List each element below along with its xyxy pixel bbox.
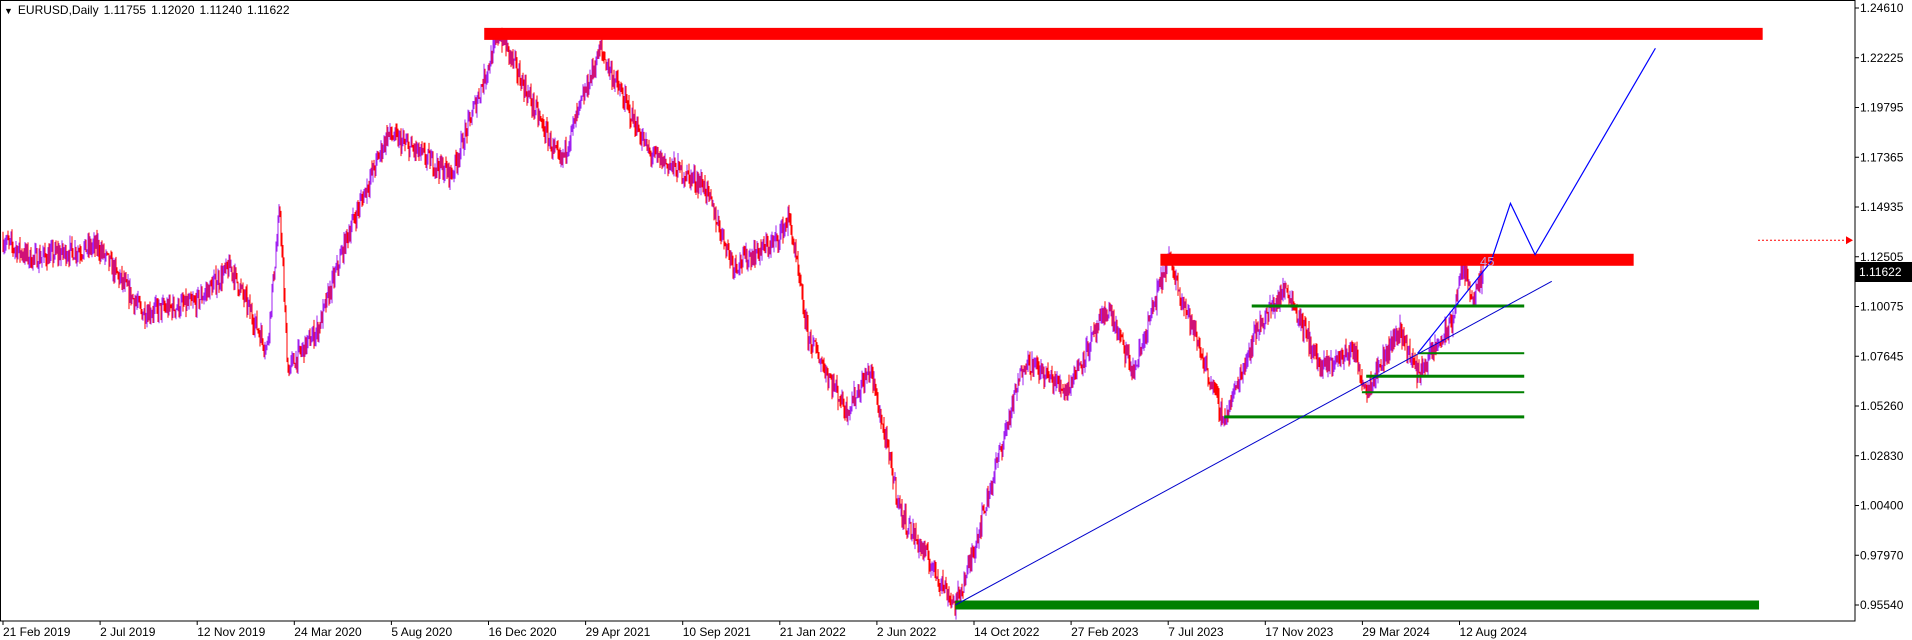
open-value: 1.11755 (103, 3, 147, 17)
x-tick-label: 21 Feb 2019 (3, 625, 71, 639)
support-level-4 (1366, 374, 1525, 378)
x-tick-label: 21 Jan 2022 (780, 625, 846, 639)
x-tick-label: 12 Nov 2019 (197, 625, 265, 639)
y-tick-label: 0.95540 (1860, 598, 1904, 612)
plot-frame (0, 0, 1856, 622)
chart-header: ▼ EURUSD,Daily 1.11755 1.12020 1.11240 1.1162… (4, 3, 295, 17)
x-tick-label: 5 Aug 2020 (391, 625, 452, 639)
x-tick-label: 24 Mar 2020 (294, 625, 362, 639)
x-tick-label: 29 Apr 2021 (586, 625, 651, 639)
y-tick-label: 0.97970 (1860, 548, 1904, 562)
x-tick-label: 12 Aug 2024 (1460, 625, 1528, 639)
support-level-6 (1224, 415, 1525, 419)
y-tick-label: 1.14935 (1860, 200, 1904, 214)
current-price-badge: 1.11622 (1855, 262, 1912, 282)
price-bars (2, 27, 1484, 620)
y-tick-label: 1.19795 (1860, 101, 1904, 115)
y-tick-label: 1.17365 (1860, 150, 1904, 164)
x-tick-label: 29 Mar 2024 (1362, 625, 1430, 639)
x-tick-label: 14 Oct 2022 (974, 625, 1040, 639)
x-tick-label: 10 Sep 2021 (683, 625, 751, 639)
x-tick-label: 2 Jun 2022 (877, 625, 937, 639)
current-price-arrow-icon (1846, 236, 1853, 245)
triangle-down-icon[interactable]: ▼ (4, 6, 13, 16)
x-tick-label: 17 Nov 2023 (1265, 625, 1333, 639)
wedge-label: 45 (1480, 254, 1494, 269)
ascending-trendline (955, 280, 1553, 606)
x-tick-label: 7 Jul 2023 (1168, 625, 1224, 639)
y-tick-label: 1.10075 (1860, 300, 1904, 314)
x-tick-label: 2 Jul 2019 (100, 625, 156, 639)
resistance-level-1 (484, 27, 1763, 40)
y-tick-label: 1.22225 (1860, 51, 1904, 65)
y-tick-label: 1.24610 (1860, 1, 1904, 15)
y-tick-label: 1.12505 (1860, 250, 1904, 264)
support-level-3 (1417, 352, 1525, 355)
y-tick-label: 1.07645 (1860, 349, 1904, 363)
resistance-level-2 (1160, 253, 1634, 266)
symbol-label: EURUSD,Daily (17, 3, 99, 17)
x-tick-label: 16 Dec 2020 (489, 625, 557, 639)
y-tick-label: 1.02830 (1860, 449, 1904, 463)
forecast-path (1417, 47, 1656, 354)
support-level-2 (1251, 304, 1525, 308)
high-value: 1.12020 (151, 3, 195, 17)
x-tick-label: 27 Feb 2023 (1071, 625, 1139, 639)
low-value: 1.11240 (199, 3, 243, 17)
support-level-1 (955, 600, 1760, 610)
support-level-5 (1361, 391, 1525, 394)
y-tick-label: 1.05260 (1860, 399, 1904, 413)
close-value: 1.11622 (247, 3, 290, 17)
y-tick-label: 1.00400 (1860, 499, 1904, 513)
